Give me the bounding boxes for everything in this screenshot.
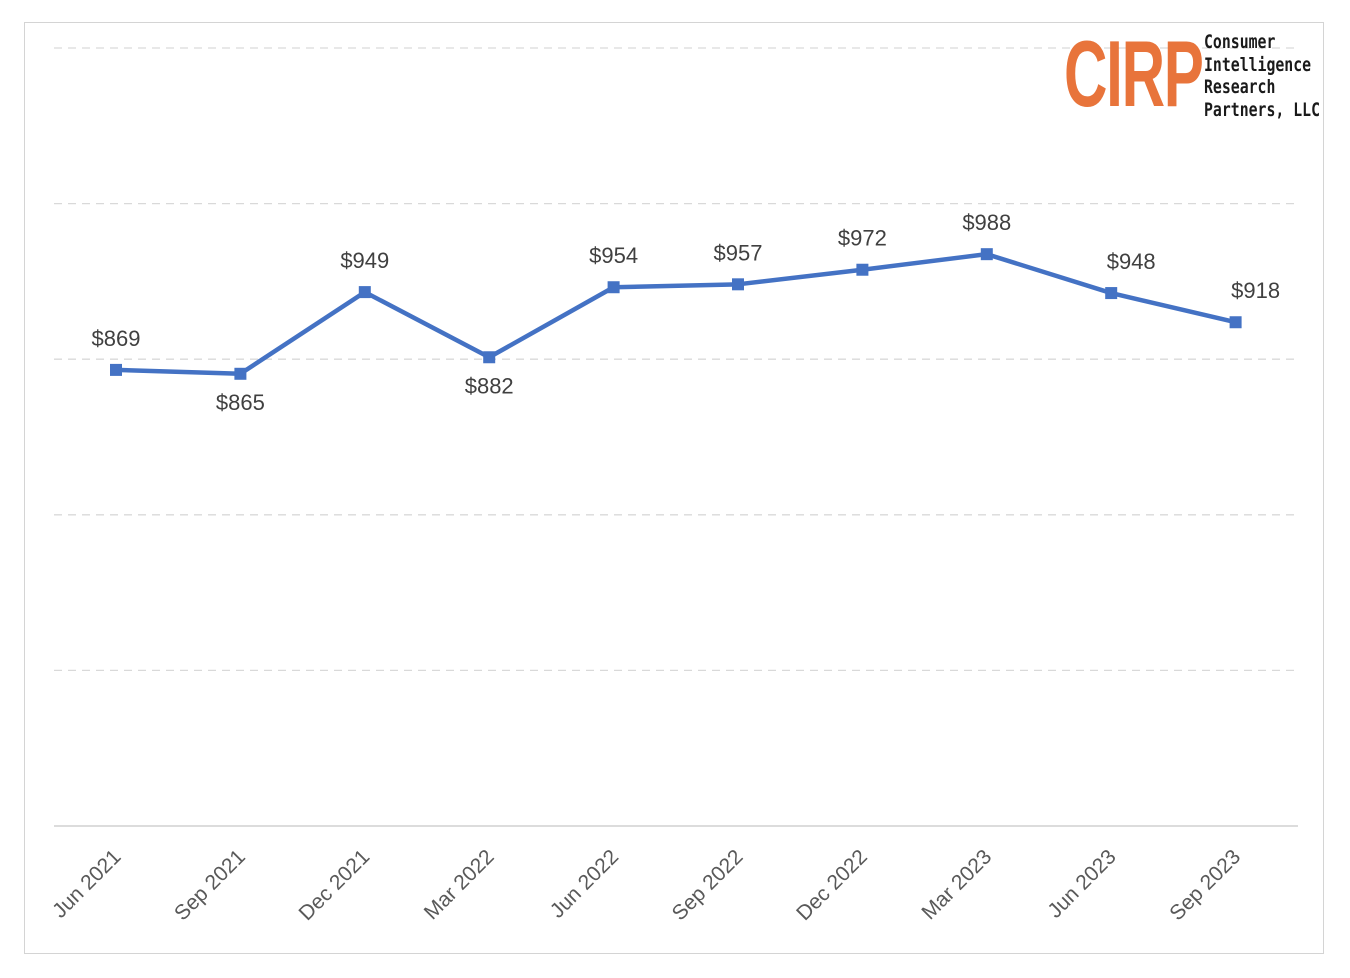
data-labels: $869 $865 $949 $882 $954 $957 $972 $988 $948 $918 [92,210,1281,415]
series-line [110,248,1242,380]
cirp-logo-text: Consumer Intelligence Research Partners,… [1204,31,1320,121]
gridlines [54,47,1298,827]
data-point-7 [856,263,869,276]
data-point-6 [732,278,744,291]
x-tick-label: Jun 2021 [48,845,125,922]
cirp-logo-mark: CIRP [1064,21,1204,126]
data-point-4 [483,351,496,364]
data-label-3: $949 [340,248,389,273]
chart-frame [24,22,1324,954]
data-label-2: $865 [216,390,265,415]
data-point-1 [110,363,122,376]
data-point-5 [607,281,620,294]
data-label-10: $918 [1231,278,1280,303]
x-tick-label: Sep 2022 [668,845,748,925]
logo-line-1: Consumer [1204,31,1276,53]
x-tick-label: Sep 2023 [1165,845,1245,925]
x-tick-label: Jun 2023 [1043,845,1120,922]
data-label-9: $948 [1107,249,1156,274]
series-path [113,251,1238,377]
data-point-8 [980,248,993,261]
x-axis-ticks: Jun 2021 Sep 2021 Dec 2021 Mar 2022 Jun 2022… [48,845,1245,925]
x-tick-label: Jun 2022 [546,845,623,922]
x-tick-label: Mar 2022 [420,845,499,924]
data-label-4: $882 [465,373,514,398]
data-label-1: $869 [92,326,141,351]
x-tick-label: Dec 2022 [792,845,872,925]
x-tick-label: Mar 2023 [917,845,996,924]
x-tick-label: Sep 2021 [170,845,250,925]
data-label-8: $988 [962,210,1011,235]
logo-line-2: Intelligence [1204,53,1312,76]
data-point-2 [234,367,247,380]
x-tick-label: Dec 2021 [294,845,374,925]
data-point-9 [1105,287,1118,300]
data-label-5: $954 [589,243,638,268]
logo-line-4: Partners, LLC [1204,98,1321,121]
data-point-3 [358,286,371,299]
logo-line-3: Research [1204,76,1276,98]
data-label-7: $972 [838,226,887,251]
data-point-10 [1229,316,1242,329]
data-label-6: $957 [714,240,763,265]
